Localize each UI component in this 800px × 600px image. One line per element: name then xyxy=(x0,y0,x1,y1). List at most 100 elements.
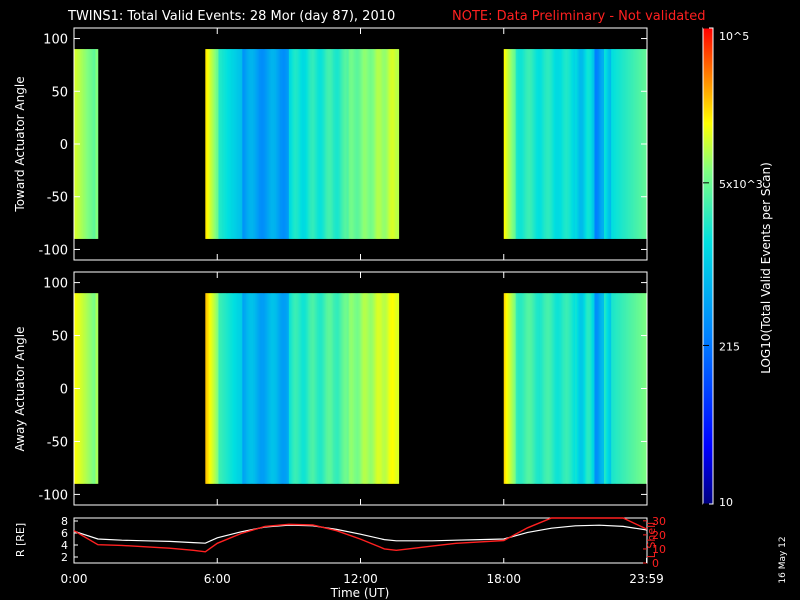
heatmap-column xyxy=(507,49,509,239)
heatmap-column xyxy=(615,293,618,484)
heatmap-column xyxy=(224,49,226,239)
heatmap-column xyxy=(534,293,537,484)
heatmap-column xyxy=(218,293,221,484)
heatmap-column xyxy=(368,293,371,484)
heatmap-column xyxy=(578,293,581,484)
heatmap-column xyxy=(580,49,582,239)
heatmap-column xyxy=(621,293,624,484)
heatmap-column xyxy=(325,49,328,239)
heatmap-column xyxy=(580,293,582,484)
heatmap-column xyxy=(355,293,358,484)
heatmap-column xyxy=(343,293,346,484)
heatmap-column xyxy=(530,293,532,484)
heatmap-column xyxy=(270,49,273,239)
heatmap-column xyxy=(584,49,587,239)
heatmap-column xyxy=(298,293,301,484)
heatmap-column xyxy=(316,293,318,484)
heatmap-column xyxy=(322,293,324,484)
heatmap-column xyxy=(255,49,258,239)
heatmap-column xyxy=(243,49,246,239)
heatmap-column xyxy=(381,49,384,239)
orbit-ytick-label: 8 xyxy=(61,515,68,528)
heatmap-column xyxy=(572,49,575,239)
heatmap-column xyxy=(210,49,212,239)
heatmap-column xyxy=(273,293,275,484)
heatmap-column xyxy=(590,49,593,239)
heatmap-column xyxy=(531,49,533,239)
heatmap-column xyxy=(538,49,540,239)
heatmap-column xyxy=(91,49,94,239)
toward-yticks: 100 50 0 -50 -100 xyxy=(38,28,648,260)
heatmap-column xyxy=(340,49,342,239)
heatmap-column xyxy=(546,293,549,484)
heatmap-column xyxy=(214,293,217,484)
heatmap-column xyxy=(600,293,603,484)
heatmap-column xyxy=(223,293,225,484)
heatmap-column xyxy=(89,293,92,484)
heatmap-column xyxy=(356,49,359,239)
heatmap-column xyxy=(339,293,341,484)
heatmap-column xyxy=(294,293,297,484)
heatmap-column xyxy=(348,293,351,484)
heatmap-column xyxy=(336,293,339,484)
heatmap-column xyxy=(503,49,506,239)
heatmap-column xyxy=(586,293,588,484)
heatmap-column xyxy=(372,293,375,484)
heatmap-column xyxy=(587,49,589,239)
heatmap-column xyxy=(372,49,375,239)
heatmap-column xyxy=(312,293,315,484)
heatmap-column xyxy=(272,293,274,484)
heatmap-column xyxy=(518,293,520,484)
heatmap-column xyxy=(567,49,569,239)
heatmap-column xyxy=(391,293,394,484)
colorbar-tick-label: 10 xyxy=(719,496,733,509)
heatmap-column xyxy=(516,49,519,239)
heatmap-column xyxy=(631,49,634,239)
heatmap-column xyxy=(390,293,392,484)
heatmap-column xyxy=(629,49,631,239)
heatmap-column xyxy=(370,293,372,484)
colorbar-tick-label: 215 xyxy=(719,340,740,353)
heatmap-column xyxy=(229,293,231,484)
ytick-label: 0 xyxy=(60,138,68,153)
heatmap-column xyxy=(85,293,88,484)
heatmap-column xyxy=(259,49,261,239)
heatmap-column xyxy=(609,293,612,484)
heatmap-column xyxy=(599,293,601,484)
heatmap-column xyxy=(602,293,605,484)
heatmap-column xyxy=(242,293,244,484)
heatmap-column xyxy=(552,293,555,484)
heatmap-column xyxy=(287,293,290,484)
heatmap-column xyxy=(284,49,286,239)
orbit-xtick-label: 23:59 xyxy=(629,572,664,586)
heatmap-column xyxy=(576,49,579,239)
heatmap-column xyxy=(278,49,280,239)
heatmap-column xyxy=(509,293,512,484)
heatmap-column xyxy=(627,293,630,484)
heatmap-column xyxy=(556,293,558,484)
heatmap-column xyxy=(596,293,599,484)
heatmap-column xyxy=(519,293,521,484)
heatmap-column xyxy=(582,293,585,484)
heatmap-column xyxy=(358,293,360,484)
heatmap-column xyxy=(276,293,279,484)
heatmap-column xyxy=(376,293,378,484)
heatmap-column xyxy=(270,293,273,484)
heatmap-column xyxy=(392,293,395,484)
heatmap-column xyxy=(570,49,573,239)
heatmap-column xyxy=(315,49,317,239)
ytick-label: 100 xyxy=(43,33,68,48)
heatmap-column xyxy=(537,293,539,484)
heatmap-column xyxy=(307,49,310,239)
heatmap-column xyxy=(82,293,84,484)
heatmap-column xyxy=(378,49,380,239)
heatmap-column xyxy=(208,293,211,484)
heatmap-column xyxy=(238,293,241,484)
heatmap-column xyxy=(506,293,508,484)
heatmap-column xyxy=(208,49,211,239)
heatmap-column xyxy=(390,49,392,239)
orbit-xtick-label: 0:00 xyxy=(61,572,88,586)
heatmap-column xyxy=(376,49,378,239)
heatmap-column xyxy=(632,293,635,484)
heatmap-column xyxy=(613,49,616,239)
